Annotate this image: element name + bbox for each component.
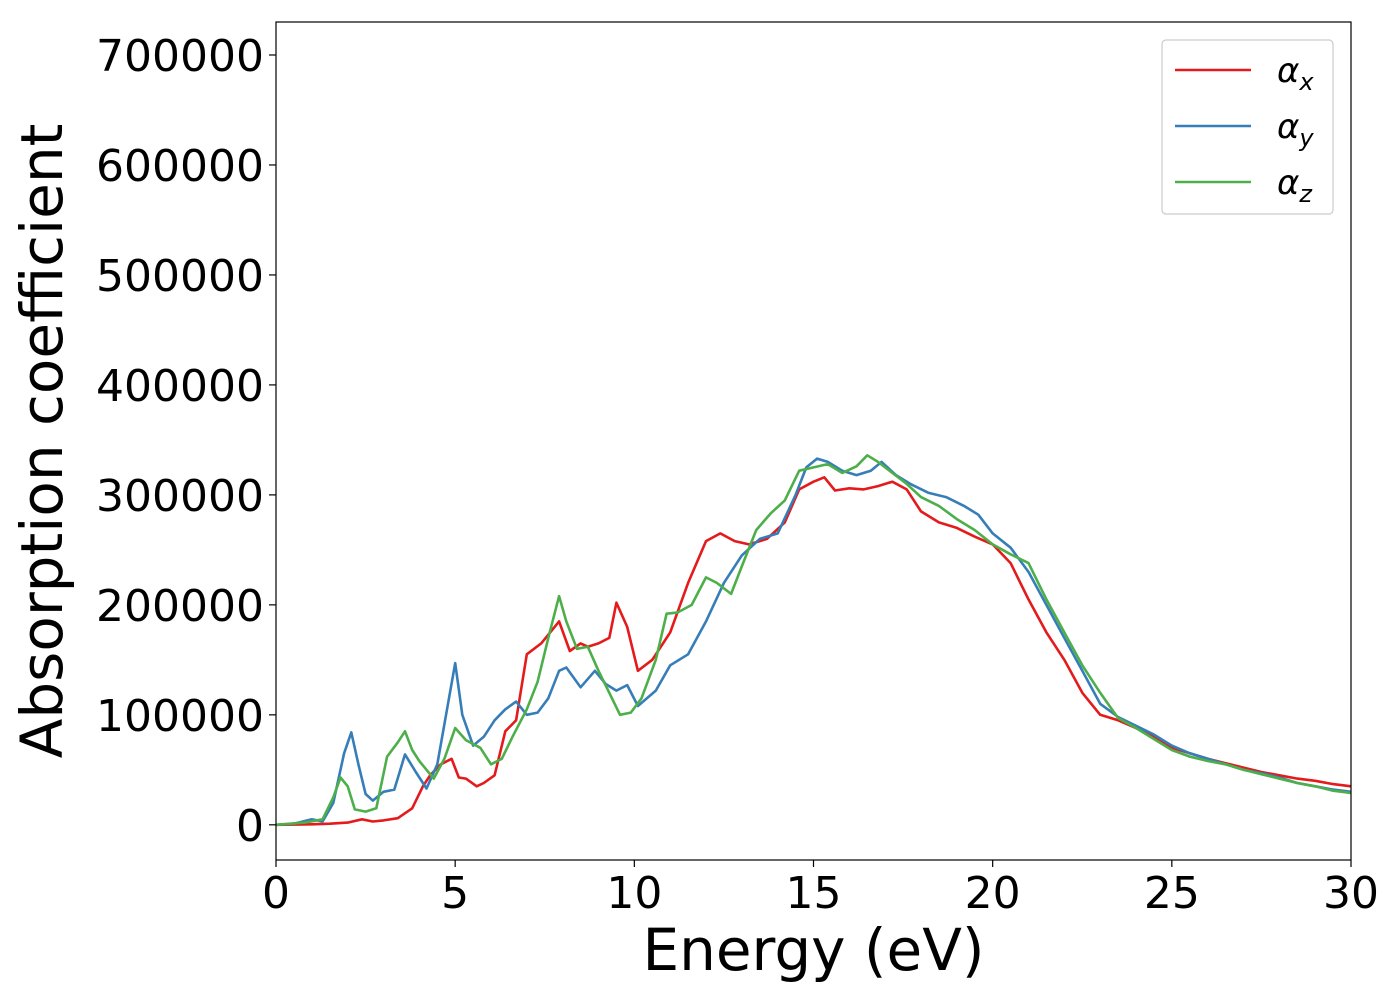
axes-layer: 0 5 10 15 20 25 30 0 100000 200000 300000 400000 500… — [96, 31, 1379, 919]
y-tick-label: 600000 — [96, 141, 264, 192]
y-tick-label: 400000 — [96, 361, 264, 412]
x-tick-label: 15 — [786, 868, 842, 919]
legend-label-y: αy — [1277, 107, 1314, 152]
legend-label-z: αz — [1277, 163, 1313, 208]
series-layer — [275, 454, 1352, 827]
x-tick-label: 5 — [441, 868, 469, 919]
y-tick-label: 100000 — [96, 691, 264, 742]
x-tick-label: 30 — [1323, 868, 1379, 919]
x-tick-label: 0 — [262, 868, 290, 919]
x-tick-label: 10 — [606, 868, 662, 919]
legend: αx αy αz — [1161, 39, 1334, 215]
y-tick-label: 500000 — [96, 251, 264, 302]
series-line-z — [275, 454, 1352, 827]
legend-label-x: αx — [1277, 51, 1314, 96]
x-axis-title: Energy (eV) — [642, 916, 984, 984]
y-tick-label: 300000 — [96, 471, 264, 522]
y-tick-label: 200000 — [96, 581, 264, 632]
y-tick-label: 700000 — [96, 31, 264, 82]
x-tick-label: 20 — [965, 868, 1021, 919]
y-tick-label: 0 — [236, 801, 264, 852]
y-axis-title: Absorption coefficient — [8, 124, 76, 759]
x-tick-label: 25 — [1144, 868, 1200, 919]
